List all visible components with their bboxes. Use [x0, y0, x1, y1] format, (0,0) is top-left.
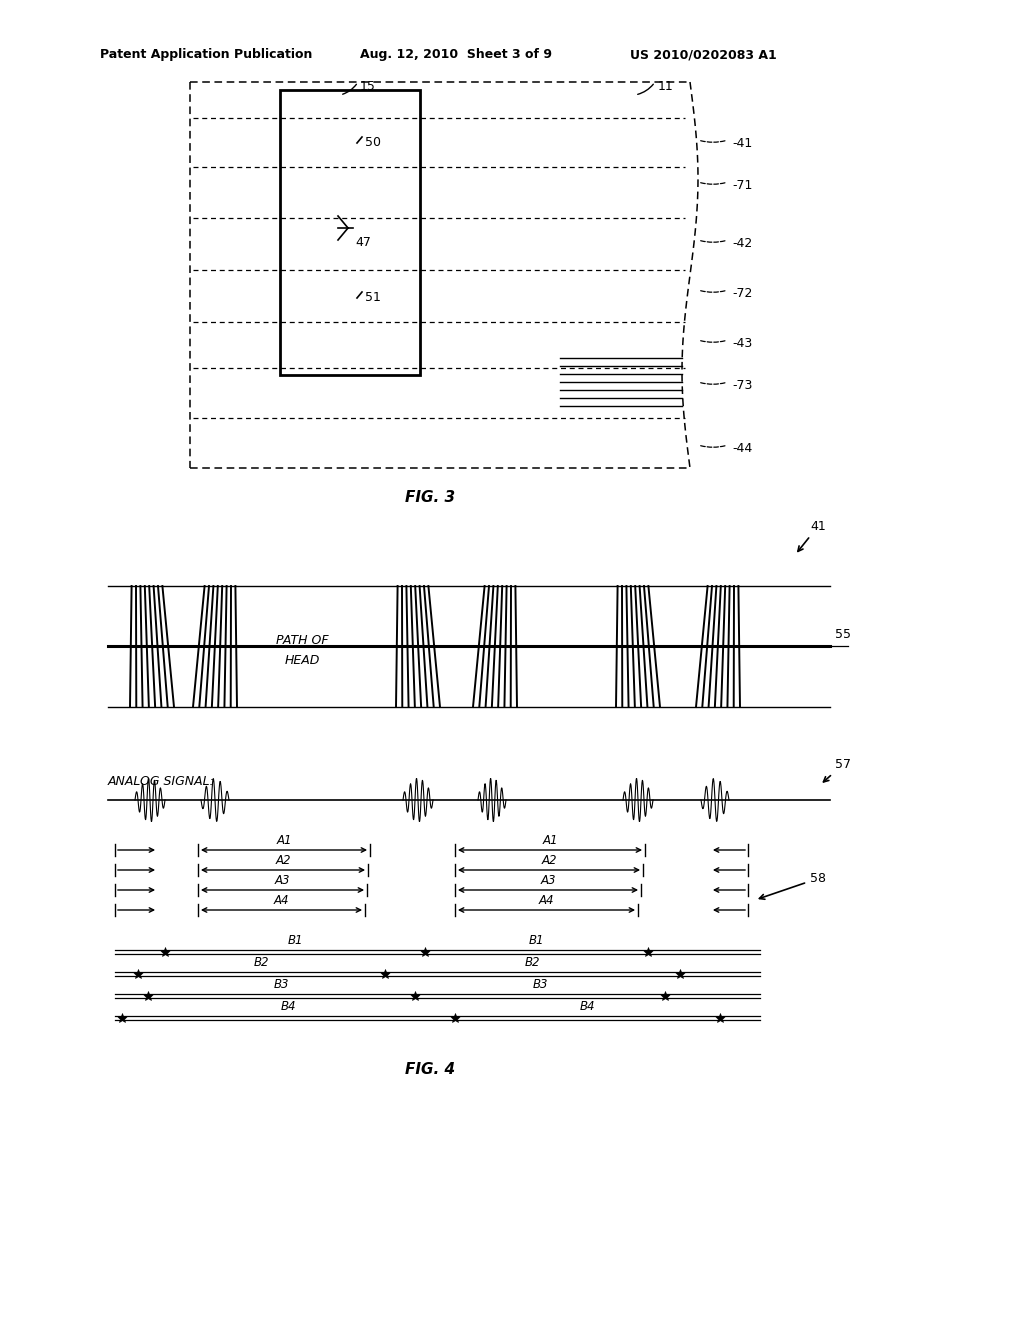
- Text: -41: -41: [732, 137, 753, 150]
- Text: US 2010/0202083 A1: US 2010/0202083 A1: [630, 48, 777, 61]
- Text: B2: B2: [254, 956, 269, 969]
- Text: -71: -71: [732, 180, 753, 191]
- Text: 55: 55: [835, 628, 851, 642]
- Text: A4: A4: [273, 894, 289, 907]
- Text: B2: B2: [524, 956, 541, 969]
- Text: A1: A1: [276, 834, 292, 847]
- Text: Aug. 12, 2010  Sheet 3 of 9: Aug. 12, 2010 Sheet 3 of 9: [360, 48, 552, 61]
- Text: -42: -42: [732, 238, 753, 249]
- Text: A3: A3: [274, 874, 290, 887]
- Text: 57: 57: [823, 758, 851, 781]
- Text: 47: 47: [355, 236, 371, 249]
- Text: B1: B1: [528, 935, 544, 946]
- Text: 41: 41: [798, 520, 825, 552]
- Bar: [280, 90, 420, 375]
- Text: 58: 58: [760, 873, 826, 899]
- Text: 51: 51: [365, 290, 381, 304]
- Text: FIG. 4: FIG. 4: [404, 1063, 455, 1077]
- Text: B4: B4: [580, 1001, 595, 1012]
- Text: A4: A4: [539, 894, 554, 907]
- Text: -44: -44: [732, 442, 753, 455]
- Text: -73: -73: [732, 379, 753, 392]
- Text: A3: A3: [541, 874, 556, 887]
- Text: A2: A2: [275, 854, 291, 867]
- Text: B1: B1: [288, 935, 303, 946]
- Text: B4: B4: [281, 1001, 296, 1012]
- Text: 11: 11: [658, 81, 674, 92]
- Text: A1: A1: [543, 834, 558, 847]
- Text: HEAD: HEAD: [285, 653, 319, 667]
- Text: Patent Application Publication: Patent Application Publication: [100, 48, 312, 61]
- Text: 50: 50: [365, 136, 381, 149]
- Text: -43: -43: [732, 337, 753, 350]
- Text: A2: A2: [542, 854, 557, 867]
- Text: B3: B3: [273, 978, 289, 991]
- Text: ANALOG SIGNAL:: ANALOG SIGNAL:: [108, 775, 215, 788]
- Text: PATH OF: PATH OF: [275, 634, 329, 647]
- Text: 15: 15: [360, 81, 376, 92]
- Text: -72: -72: [732, 286, 753, 300]
- Text: FIG. 3: FIG. 3: [404, 490, 455, 506]
- Text: B3: B3: [532, 978, 548, 991]
